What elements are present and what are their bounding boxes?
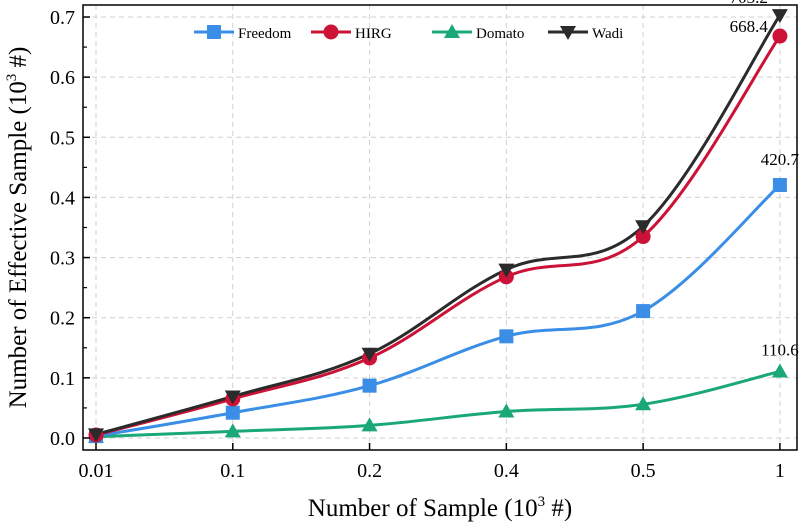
x-tick-label: 0.01 — [79, 460, 114, 482]
data-point-domato — [361, 417, 378, 432]
y-tick-label: 0.5 — [50, 127, 75, 149]
series-layer — [95, 14, 782, 439]
data-point-wadi — [224, 390, 241, 405]
data-point-domato — [771, 363, 788, 378]
series-line-hirg — [95, 35, 782, 437]
plot-frame — [82, 4, 798, 451]
data-point-wadi — [635, 220, 652, 235]
data-point-hirg — [772, 28, 788, 44]
data-point-wadi — [361, 347, 378, 362]
data-point-freedom — [225, 405, 240, 420]
data-point-wadi — [88, 428, 104, 443]
data-point-freedom — [362, 378, 377, 393]
y-tick-label: 0.4 — [50, 187, 75, 209]
x-axis-title: Number of Sample (103 #) — [308, 494, 572, 522]
legend-marker-freedom — [207, 25, 221, 39]
legend-label-freedom: Freedom — [238, 26, 292, 42]
data-label-freedom: 420.7 — [761, 150, 800, 169]
x-tick-label: 0.5 — [631, 460, 656, 482]
data-point-wadi — [771, 9, 788, 24]
data-point-freedom — [772, 177, 787, 192]
series-line-domato — [95, 370, 781, 439]
data-label-domato: 110.6 — [761, 340, 799, 359]
legend-marker-domato — [444, 24, 460, 38]
data-label-wadi: 703.2 — [730, 0, 768, 7]
x-tick-label: 0.2 — [357, 460, 382, 482]
y-tick-label: 0.7 — [50, 7, 75, 29]
x-tick-label: 0.4 — [494, 460, 519, 482]
data-point-domato — [635, 396, 652, 411]
legend-marker-hirg — [323, 24, 339, 40]
y-tick-label: 0.0 — [50, 428, 75, 450]
data-label-hirg: 668.4 — [730, 17, 769, 36]
data-point-domato — [224, 423, 241, 438]
x-tick-label: 0.1 — [220, 460, 245, 482]
data-point-wadi — [498, 263, 515, 278]
data-point-hirg — [635, 229, 651, 245]
legend: Freedom HIRG Domato Wadi — [194, 24, 623, 42]
legend-marker-wadi — [560, 26, 576, 40]
tick-layer: 0.0 0.1 0.2 0.3 0.4 0.5 0.6 0.7 0.01 0.1 0.2 0.4 0.5… — [50, 7, 785, 482]
y-tick-label: 0.3 — [50, 248, 75, 270]
data-point-freedom — [499, 329, 514, 344]
legend-label-wadi: Wadi — [592, 26, 623, 42]
grid-layer — [83, 5, 797, 450]
y-tick-label: 0.2 — [50, 308, 75, 330]
series-line-wadi — [95, 14, 782, 436]
y-tick-label: 0.6 — [50, 67, 75, 89]
legend-label-hirg: HIRG — [355, 26, 392, 42]
x-tick-label: 1 — [775, 460, 785, 482]
data-point-domato — [498, 403, 515, 418]
data-point-freedom — [636, 304, 651, 319]
y-tick-label: 0.1 — [50, 368, 75, 390]
marker-layer — [88, 9, 788, 444]
series-line-freedom — [95, 183, 781, 438]
legend-label-domato: Domato — [476, 26, 524, 42]
y-axis-title: Number of Effective Sample (103 #) — [4, 47, 32, 409]
label-layer: 703.2 668.4 420.7 110.6 — [730, 0, 800, 359]
